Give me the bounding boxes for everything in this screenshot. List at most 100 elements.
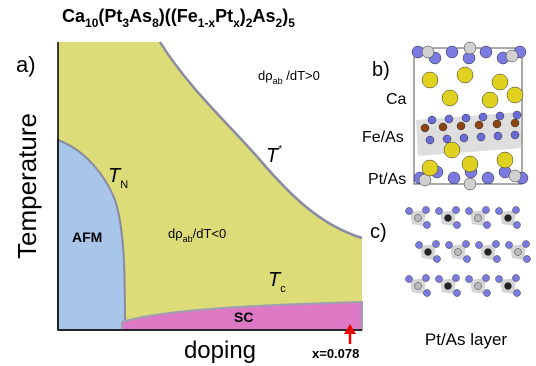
title-part: As <box>129 6 152 26</box>
atom <box>492 74 508 90</box>
text-part: N <box>120 179 128 191</box>
atom <box>509 170 521 182</box>
atom <box>415 215 422 222</box>
text-part: dρ <box>258 68 273 83</box>
atom <box>462 114 470 122</box>
atom <box>455 249 462 256</box>
atom <box>424 222 431 229</box>
layer-label: Pt/As <box>368 171 406 188</box>
atom <box>443 135 451 143</box>
y-axis-label: Temperature <box>12 113 42 259</box>
panel-label: a) <box>16 52 36 77</box>
panel-label: c) <box>370 221 387 243</box>
atom <box>523 241 530 248</box>
title-part: Pt <box>215 6 233 26</box>
layer-label: Fe/As <box>362 129 404 146</box>
pt-as-layer: c) Pt/As layer <box>370 207 531 350</box>
atom <box>433 241 440 248</box>
title-part: )((Fe <box>159 6 198 26</box>
atom <box>513 207 520 214</box>
atom <box>406 208 413 215</box>
atom <box>466 276 473 283</box>
atom <box>485 249 492 256</box>
atom <box>466 208 473 215</box>
atom <box>475 283 482 290</box>
atom <box>442 90 458 106</box>
layer-label: Ca <box>386 91 407 108</box>
panel-label: b) <box>372 59 390 81</box>
atom <box>493 120 501 128</box>
atom <box>524 256 531 263</box>
atom <box>479 113 487 121</box>
atom <box>454 290 461 297</box>
x-axis-label: doping <box>184 337 256 364</box>
title-part: (Pt <box>98 6 122 26</box>
atom <box>506 242 513 249</box>
title-part: As <box>252 6 275 26</box>
atom <box>415 283 422 290</box>
atom <box>446 242 453 249</box>
atom <box>483 207 490 214</box>
text-part: /dT>0 <box>283 68 320 83</box>
atom <box>494 256 501 263</box>
title-part: 5 <box>288 16 295 30</box>
atom <box>515 249 522 256</box>
atom <box>428 116 436 124</box>
atom <box>483 275 490 282</box>
atom <box>453 207 460 214</box>
phase-diagram: a) Temperature doping x=0.078 AFM SC dρa… <box>12 42 362 364</box>
atom <box>494 132 502 140</box>
atom <box>464 256 471 263</box>
atom <box>476 242 483 249</box>
atom <box>496 208 503 215</box>
text-part: c <box>280 283 286 295</box>
atom <box>480 46 492 58</box>
atom <box>511 119 519 127</box>
atom <box>475 215 482 222</box>
atom <box>497 152 513 168</box>
atom <box>514 222 521 229</box>
atom <box>436 276 443 283</box>
atom <box>453 275 460 282</box>
text-part: ab <box>183 234 193 244</box>
crystal-structure: b) Ca Fe/As Pt/As <box>362 42 528 190</box>
text-part: ab <box>273 76 283 86</box>
region-label: SC <box>234 309 253 325</box>
title: Ca10(Pt3As8)((Fe1-xPtx)2As2)5 <box>62 6 295 30</box>
atom <box>514 290 521 297</box>
atom <box>482 172 494 184</box>
atom <box>422 72 438 88</box>
atom <box>423 275 430 282</box>
atom <box>439 123 447 131</box>
title-part: 1-x <box>198 16 216 30</box>
region-label: AFM <box>72 229 102 245</box>
atom <box>496 276 503 283</box>
atom <box>462 156 478 172</box>
atom <box>425 249 432 256</box>
atom <box>484 290 491 297</box>
atom <box>448 172 460 184</box>
atom <box>505 283 512 290</box>
caption: Pt/As layer <box>425 330 508 349</box>
title-part: 10 <box>85 16 99 30</box>
atom <box>496 112 504 120</box>
atom <box>424 290 431 297</box>
doping-marker: x=0.078 <box>312 346 359 361</box>
atom <box>464 42 476 54</box>
atom <box>422 46 434 58</box>
atom <box>511 131 519 139</box>
atom <box>436 208 443 215</box>
atom <box>445 283 452 290</box>
atom <box>484 222 491 229</box>
title-part: Ca <box>62 6 86 26</box>
atom <box>463 241 470 248</box>
atom <box>493 241 500 248</box>
atom <box>406 276 413 283</box>
text-part: /dT<0 <box>193 226 227 241</box>
atom <box>457 67 473 83</box>
atom <box>422 160 438 176</box>
atom <box>426 136 434 144</box>
atom <box>513 111 521 119</box>
atoms <box>406 207 531 297</box>
text-part: * <box>278 144 282 155</box>
